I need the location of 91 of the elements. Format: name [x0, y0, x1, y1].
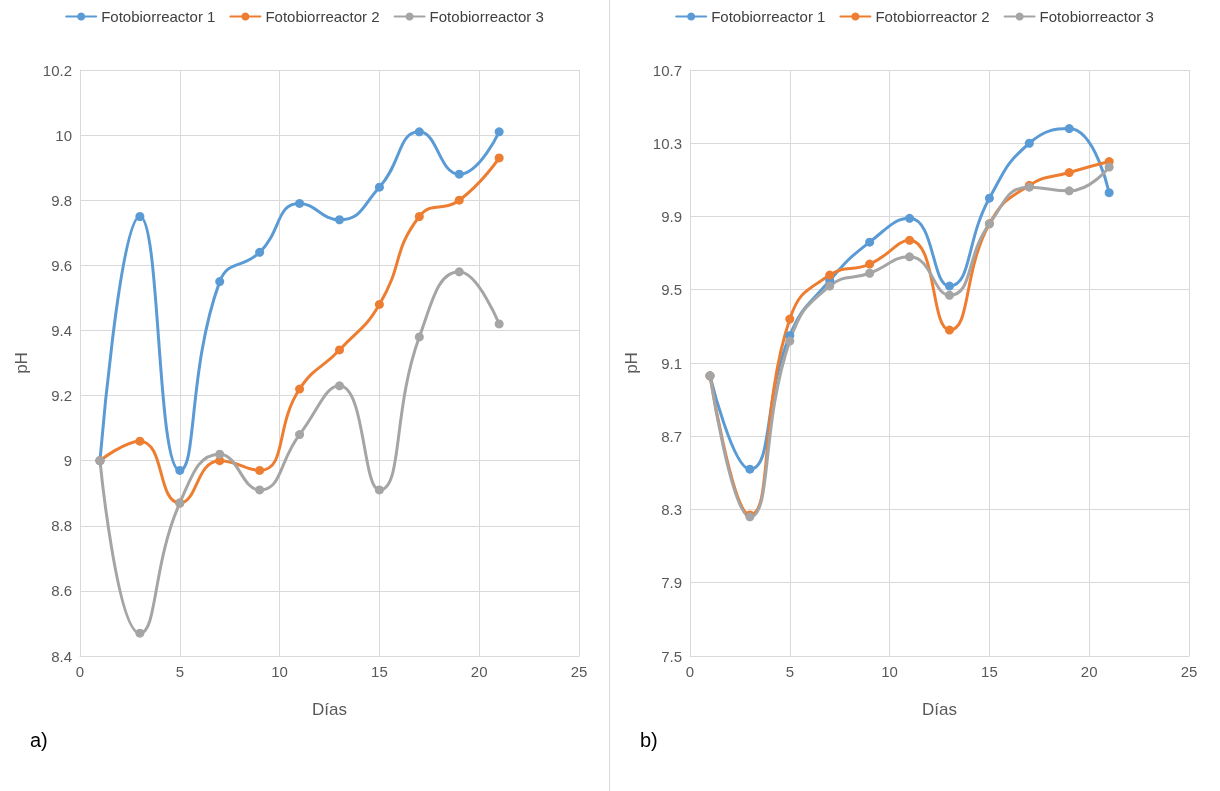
- legend-label: Fotobiorreactor 2: [265, 8, 380, 25]
- y-tick-label: 10.3: [652, 134, 682, 152]
- point: [865, 268, 875, 278]
- point: [454, 267, 464, 277]
- y-tick-label: 7.5: [661, 647, 682, 665]
- y-tick-label: 9.1: [661, 354, 682, 372]
- point: [865, 259, 875, 269]
- point: [215, 277, 225, 287]
- point: [905, 213, 915, 223]
- x-tick-label: 25: [570, 663, 588, 680]
- point: [1064, 186, 1074, 196]
- point: [135, 436, 145, 446]
- x-tick-label: 0: [685, 663, 695, 680]
- legend-label: Fotobiorreactor 3: [1039, 8, 1154, 25]
- point: [905, 235, 915, 245]
- legend-label: Fotobiorreactor 2: [875, 8, 990, 25]
- y-tick-label: 8.6: [51, 582, 72, 600]
- point: [334, 345, 344, 355]
- x-tick-label: 0: [75, 663, 85, 680]
- y-tick-label: 8.7: [661, 427, 682, 445]
- y-tick-label: 10: [55, 126, 72, 144]
- point: [334, 381, 344, 391]
- y-tick-label: 9.8: [51, 191, 72, 209]
- y-tick-label: 9.6: [51, 256, 72, 274]
- point: [494, 127, 504, 137]
- x-tick-label: 5: [175, 663, 184, 680]
- point: [334, 215, 344, 225]
- y-tick-label: 9.5: [661, 281, 682, 299]
- point: [414, 127, 424, 137]
- y-axis-title: pH: [622, 352, 641, 374]
- point: [255, 247, 265, 257]
- point: [825, 270, 835, 280]
- point: [374, 485, 384, 495]
- y-tick-label: 9.4: [51, 321, 72, 339]
- text: a): [30, 729, 48, 751]
- x-tick-label: 15: [371, 663, 388, 680]
- x-tick-label: 25: [1180, 663, 1198, 680]
- x-axis-title: Días: [922, 700, 957, 719]
- point: [825, 281, 835, 291]
- x-tick-label: 10: [271, 663, 288, 680]
- point: [295, 430, 305, 440]
- point: [255, 485, 265, 495]
- point: [1104, 162, 1114, 172]
- y-tick-label: 7.9: [661, 574, 682, 592]
- point: [215, 449, 225, 459]
- point: [295, 198, 305, 208]
- x-axis-title: Días: [312, 700, 347, 719]
- y-tick-label: 10.2: [42, 61, 72, 79]
- point: [785, 336, 795, 346]
- point: [295, 384, 305, 394]
- point: [175, 465, 185, 475]
- y-tick-label: 9.2: [51, 387, 72, 405]
- point: [1024, 138, 1034, 148]
- x-tick-label: 10: [881, 663, 898, 680]
- y-axis-title: pH: [12, 352, 31, 374]
- point: [944, 281, 954, 291]
- point: [944, 325, 954, 335]
- point: [944, 290, 954, 300]
- point: [494, 153, 504, 163]
- legend-label: Fotobiorreactor 1: [711, 8, 826, 25]
- point: [374, 182, 384, 192]
- x-tick-label: 20: [1080, 663, 1098, 680]
- point: [454, 195, 464, 205]
- text: b): [640, 729, 658, 751]
- point: [414, 212, 424, 221]
- y-tick-label: 9: [63, 452, 72, 470]
- point: [1064, 124, 1074, 134]
- x-tick-label: 5: [785, 663, 794, 680]
- point: [745, 464, 755, 474]
- point: [905, 252, 915, 262]
- point: [1064, 168, 1074, 178]
- point: [454, 169, 464, 179]
- y-tick-label: 9.9: [661, 208, 682, 225]
- point: [494, 319, 504, 329]
- legend-label: Fotobiorreactor 3: [429, 8, 544, 25]
- point: [984, 193, 994, 203]
- point: [865, 237, 875, 247]
- point: [785, 314, 795, 324]
- y-tick-label: 8.4: [51, 647, 72, 665]
- legend-label: Fotobiorreactor 1: [101, 8, 216, 25]
- point: [255, 465, 265, 475]
- y-tick-label: 8.3: [661, 501, 682, 518]
- y-tick-label: 8.8: [51, 517, 72, 535]
- y-tick-label: 10.7: [652, 61, 682, 79]
- point: [374, 299, 384, 309]
- point: [1104, 188, 1114, 198]
- x-tick-label: 15: [981, 663, 998, 680]
- point: [135, 628, 145, 638]
- point: [414, 332, 424, 342]
- point: [135, 212, 145, 221]
- x-tick-label: 20: [470, 663, 488, 680]
